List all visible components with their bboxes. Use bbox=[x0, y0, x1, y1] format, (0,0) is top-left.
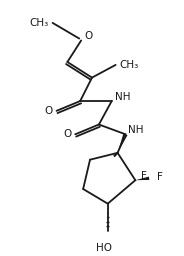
Polygon shape bbox=[135, 177, 149, 180]
Polygon shape bbox=[118, 133, 128, 153]
Text: F: F bbox=[157, 172, 163, 182]
Text: CH₃: CH₃ bbox=[29, 18, 49, 28]
Text: O: O bbox=[44, 106, 53, 116]
Text: CH₃: CH₃ bbox=[120, 60, 139, 70]
Text: NH: NH bbox=[128, 125, 144, 135]
Text: HO: HO bbox=[96, 243, 112, 253]
Text: F: F bbox=[141, 171, 147, 181]
Text: O: O bbox=[63, 129, 71, 139]
Text: O: O bbox=[84, 30, 92, 41]
Text: NH: NH bbox=[115, 92, 130, 102]
